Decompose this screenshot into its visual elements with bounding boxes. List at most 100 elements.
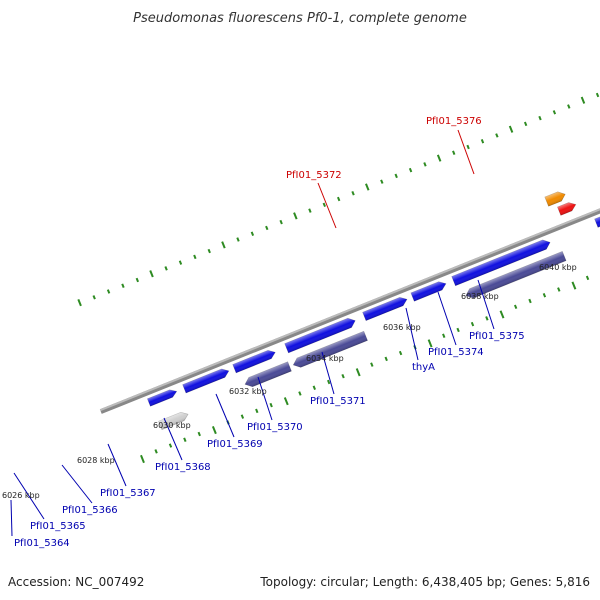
genome-backbone-highlight (99, 110, 600, 412)
outer-tick (508, 125, 514, 133)
gene-label-pfl01-5375[interactable]: PfI01_5375 (469, 331, 525, 342)
leader-pfl01-5376 (457, 129, 475, 175)
inner-tick (499, 310, 505, 319)
outer-tick (408, 167, 413, 173)
inner-tick (542, 293, 547, 298)
leader-pfl01-5367 (107, 443, 127, 487)
outer-tick (480, 138, 485, 144)
scale-label-6036: 6036 kbp (383, 323, 421, 332)
inner-tick (298, 391, 302, 396)
inner-tick (513, 304, 518, 310)
leader-pfl01-5364 (10, 499, 13, 537)
outer-tick (322, 202, 326, 208)
outer-tick (250, 231, 255, 236)
inner-tick (140, 454, 145, 464)
inner-tick (211, 425, 217, 435)
gene-labels: PfI01_5364 PfI01_5365 PfI01_5366 PfI01_5… (14, 116, 525, 549)
gene-label-pfl01-5367[interactable]: PfI01_5367 (100, 488, 156, 499)
leader-pfl01-5371 (321, 351, 335, 395)
inner-tick (168, 443, 173, 448)
gene-pfl01-5372[interactable] (544, 190, 567, 207)
inner-tick (327, 379, 331, 385)
leader-thya (405, 307, 419, 361)
gene-label-pfl01-5364[interactable]: PfI01_5364 (14, 538, 70, 549)
outer-tick (121, 283, 125, 288)
outer-tick (92, 295, 96, 300)
gene-label-pfl01-5365[interactable]: PfI01_5365 (30, 521, 86, 532)
gene-label-pfl01-5368[interactable]: PfI01_5368 (155, 462, 211, 473)
inner-tick (470, 321, 475, 327)
outer-tick (394, 173, 398, 179)
inner-tick (571, 281, 577, 290)
gene-label-pfl01-5372[interactable]: PfI01_5372 (286, 170, 342, 181)
scale-label-6032: 6032 kbp (229, 387, 267, 396)
outer-tick (380, 179, 384, 184)
outer-tick (452, 150, 456, 156)
inner-tick (269, 402, 273, 408)
outer-tick (580, 96, 586, 104)
scale-label-6028: 6028 kbp (77, 456, 115, 465)
scale-label-6030: 6030 kbp (153, 421, 191, 430)
outer-tick (595, 92, 600, 98)
scale-label-6040: 6040 kbp (539, 263, 577, 272)
outer-tick (567, 104, 571, 109)
inner-tick (485, 316, 489, 321)
leader-pfl01-5365 (13, 472, 45, 520)
outer-tick (523, 121, 528, 127)
inner-tick (312, 385, 316, 390)
outer-tick (308, 208, 312, 213)
outer-tick (351, 191, 355, 196)
inner-tick (427, 339, 433, 348)
inner-tick (456, 327, 460, 333)
outer-tick (164, 266, 168, 271)
gene-label-pfl01-5366[interactable]: PfI01_5366 (62, 505, 118, 516)
outer-tick (337, 196, 341, 202)
map-title: Pseudomonas fluorescens Pf0-1, complete … (133, 11, 467, 26)
gene-label-pfl01-5369[interactable]: PfI01_5369 (207, 439, 263, 450)
leader-pfl01-5369 (215, 393, 235, 438)
leader-pfl01-5374 (437, 291, 457, 346)
inner-tick (370, 362, 374, 367)
inner-tick (283, 397, 289, 406)
inner-tick (197, 431, 201, 437)
outer-tick (77, 299, 82, 307)
outer-tick (552, 110, 557, 115)
leader-pfl01-5375 (477, 279, 495, 330)
genome-info-text: Topology: circular; Length: 6,438,405 bp… (259, 575, 590, 589)
inner-tick (255, 408, 259, 414)
gene-label-pfl01-5376[interactable]: PfI01_5376 (426, 116, 482, 127)
outer-tick (193, 254, 197, 260)
gene-thya[interactable] (594, 204, 600, 228)
outer-tick (495, 133, 499, 138)
inner-tick (183, 437, 187, 443)
gene-pfl01-5372-b[interactable] (557, 200, 577, 216)
outer-tick (279, 219, 283, 225)
gene-label-thya[interactable]: thyA (412, 362, 435, 373)
leader-pfl01-5368 (163, 417, 183, 461)
inner-tick (384, 356, 388, 362)
inner-tick (585, 275, 590, 281)
outer-tick (135, 277, 140, 283)
gene-label-pfl01-5370[interactable]: PfI01_5370 (247, 422, 303, 433)
inner-tick (442, 333, 446, 338)
outer-tick (236, 237, 240, 242)
inner-tick (154, 449, 158, 454)
inner-tick (341, 373, 345, 379)
outer-tick (149, 270, 154, 278)
gene-label-pfl01-5371[interactable]: PfI01_5371 (310, 396, 366, 407)
gene-label-pfl01-5374[interactable]: PfI01_5374 (428, 347, 484, 358)
outer-tick (423, 162, 427, 167)
inner-tick (240, 414, 245, 419)
outer-tick (365, 183, 370, 191)
scale-labels: 6026 kbp 6028 kbp 6030 kbp 6032 kbp 6034… (2, 263, 577, 500)
outer-tick (293, 212, 298, 220)
scale-label-6026: 6026 kbp (2, 491, 40, 500)
outer-tick (436, 154, 442, 162)
outer-tick (221, 241, 226, 249)
inner-tick (398, 350, 403, 356)
outer-tick (538, 115, 542, 121)
inner-tick (355, 368, 361, 377)
leader-pfl01-5370 (257, 376, 273, 421)
inner-tick-ruler (140, 275, 590, 464)
accession-text: Accession: NC_007492 (8, 575, 144, 589)
